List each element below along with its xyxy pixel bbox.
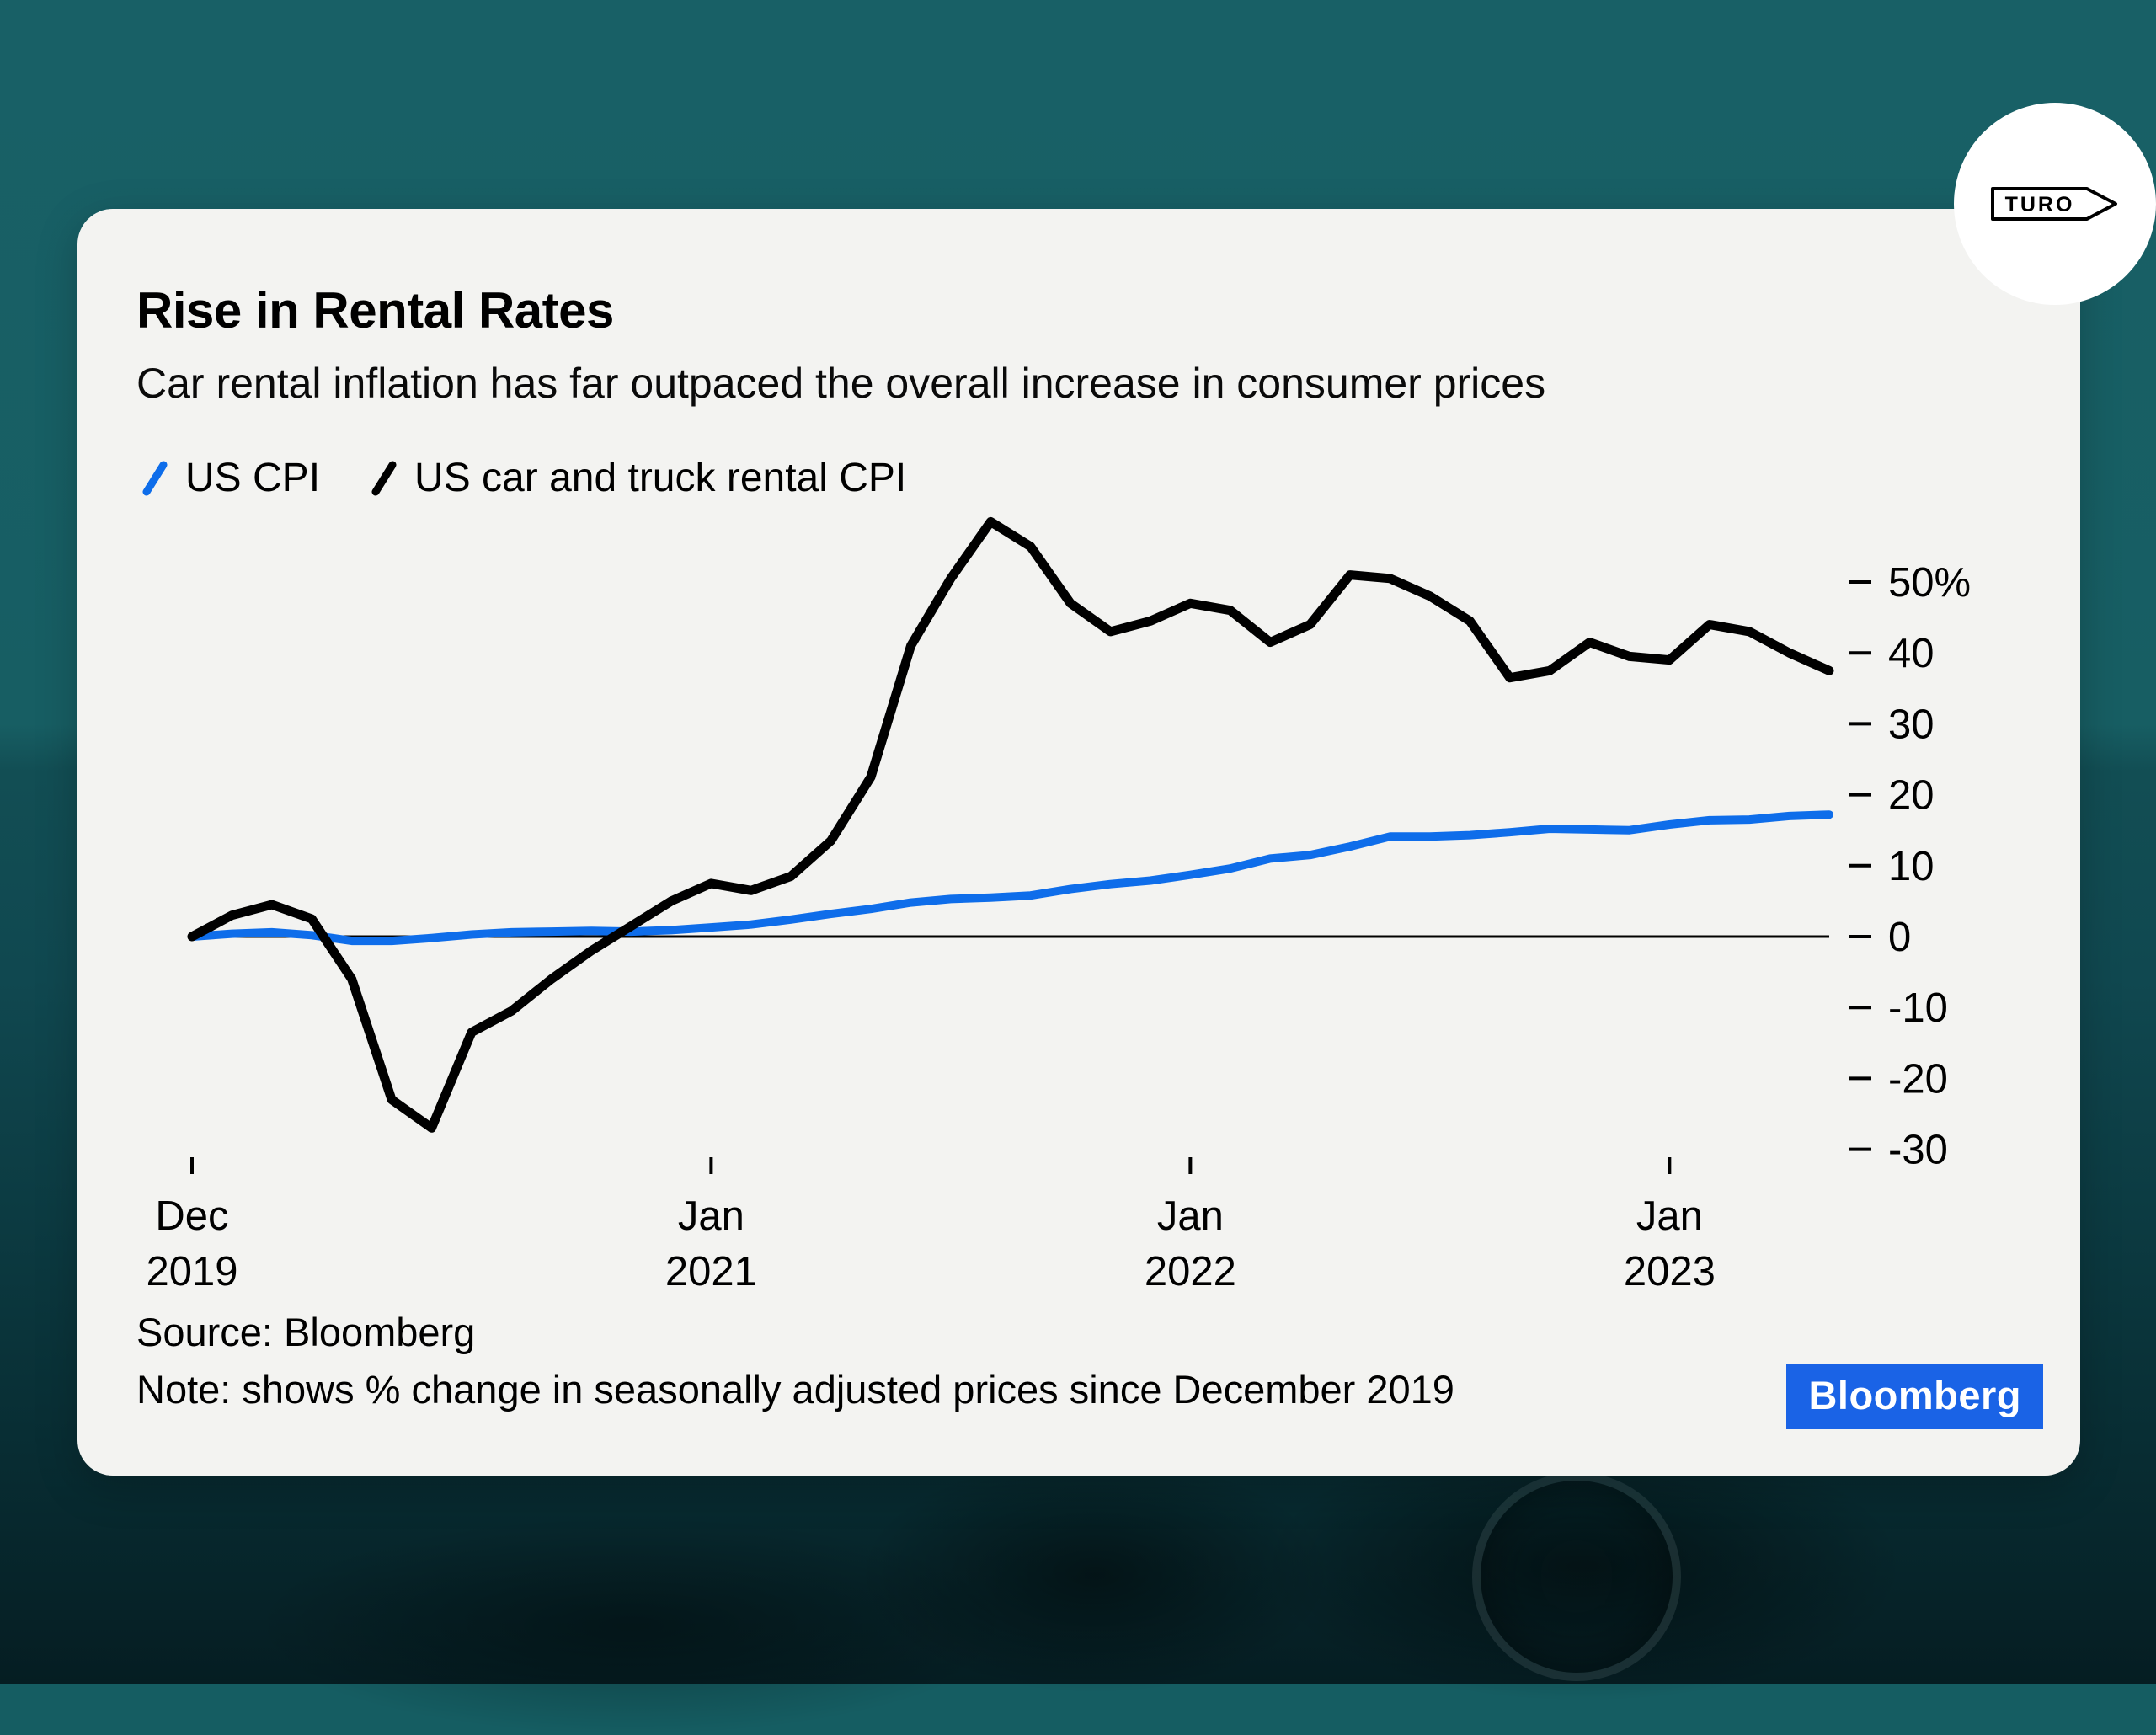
turo-logo: TURO [1991,187,2117,221]
x-tick-label-year: 2022 [1145,1249,1236,1295]
x-tick-label-month: Jan [1636,1193,1703,1239]
chart-svg: 50% 40 30 20 10 0 -10 -20 -30 Dec 2019 Jan 2021 Jan 20… [146,516,1971,1295]
y-tick-label: 20 [1888,773,1935,819]
x-tick-label-month: Dec [155,1193,228,1239]
y-tick-label: 10 [1888,844,1935,889]
y-tick-label: -10 [1888,985,1948,1031]
chart-subtitle: Car rental inflation has far outpaced th… [136,360,1546,407]
x-tick-label-month: Jan [678,1193,744,1239]
x-tick-label-year: 2021 [665,1249,757,1295]
legend-item-us-cpi: US CPI [136,455,320,501]
y-tick-label: 0 [1888,915,1911,960]
x-tick-label-year: 2019 [146,1249,237,1295]
car-headlight-shape [1472,1472,1681,1681]
source-note-block: Source: Bloomberg Note: shows % change i… [136,1304,1454,1417]
note-text: Note: shows % change in seasonally adjus… [136,1366,1454,1412]
x-tick-label-month: Jan [1157,1193,1224,1239]
y-tick-label: 30 [1888,702,1935,747]
legend-label-rental-cpi: US car and truck rental CPI [414,456,907,500]
legend-slash-icon-blue [142,461,168,495]
y-tick-label: -20 [1888,1056,1948,1102]
series-line-us-car-and-truck-rental-cpi [187,516,1834,1133]
chart-title: Rise in Rental Rates [136,282,614,339]
source-text: Source: Bloomberg [136,1310,476,1354]
chart-card: Rise in Rental Rates Car rental inflatio… [77,209,2080,1476]
y-tick-label: 50% [1888,560,1971,606]
legend-label-us-cpi: US CPI [185,456,321,500]
y-tick-label: 40 [1888,631,1935,676]
legend-slash-icon-black [371,461,397,495]
bloomberg-logo: Bloomberg [1786,1364,2043,1429]
y-tick-label: -30 [1888,1128,1948,1173]
turo-tag-outline [1991,187,2117,221]
series-line-us-cpi [188,810,1833,946]
turo-badge-circle: TURO [1954,103,2156,305]
legend-item-rental-cpi: US car and truck rental CPI [366,455,906,501]
turo-logo-text: TURO [2005,193,2075,216]
chart-legend: US CPI US car and truck rental CPI [136,455,906,501]
x-tick-label-year: 2023 [1624,1249,1716,1295]
